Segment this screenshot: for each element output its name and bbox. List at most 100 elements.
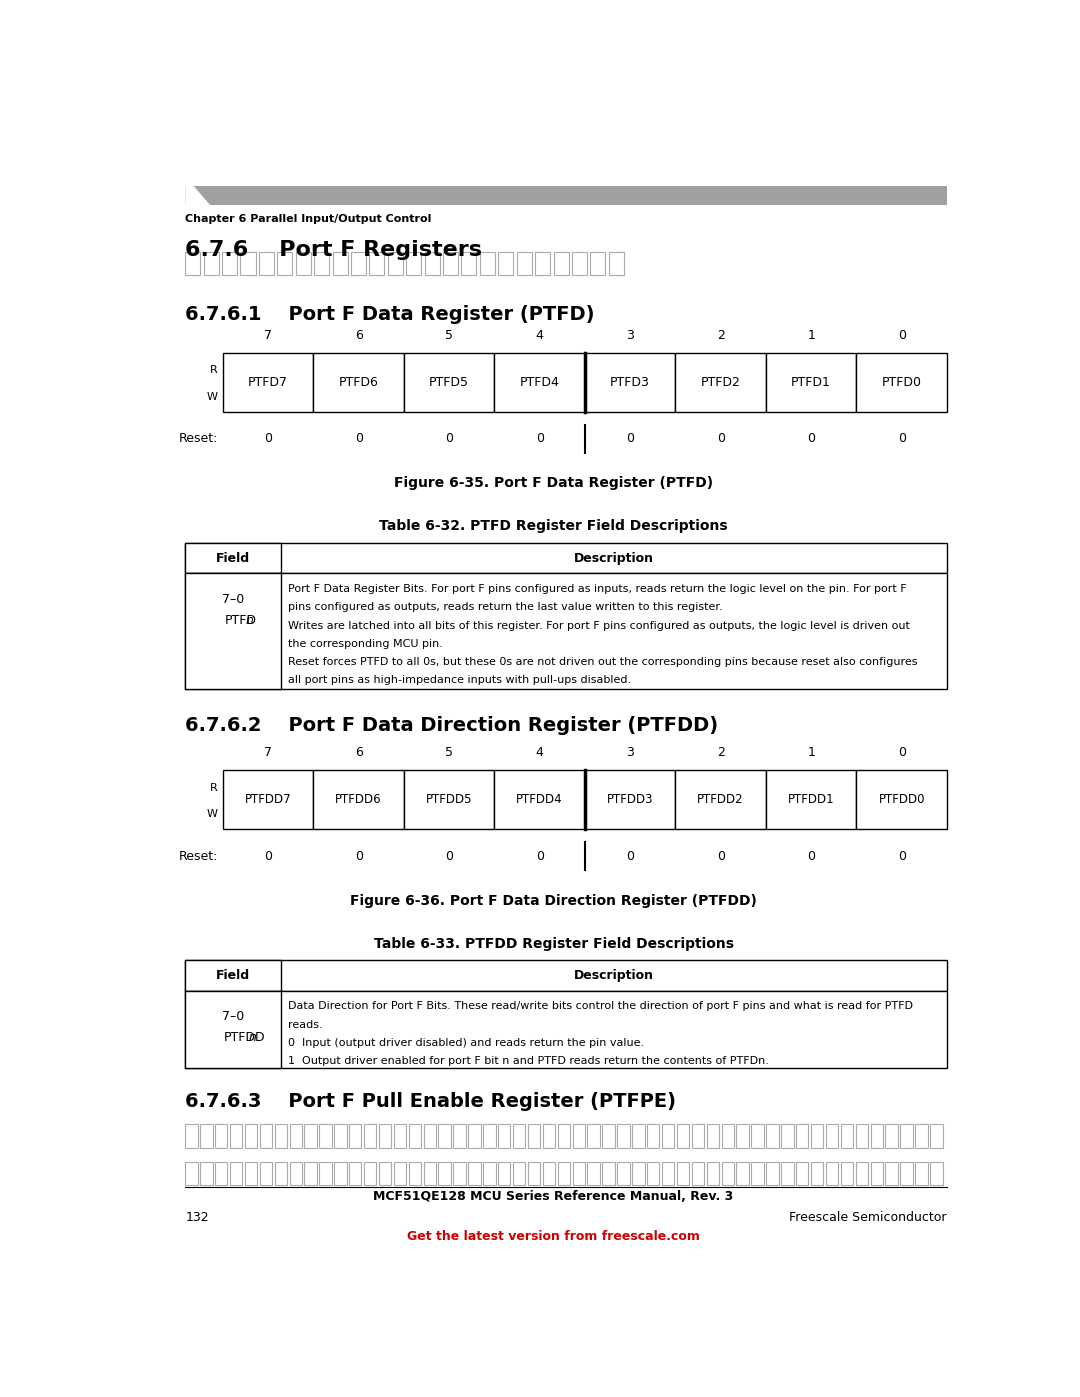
Bar [222, 352, 313, 412]
Text: Figure 6-35. Port F Data Register (PTFD): Figure 6-35. Port F Data Register (PTFD) [394, 476, 713, 490]
Text: 5: 5 [445, 328, 454, 342]
Text: Reset forces PTFD to all 0s, but these 0s are not driven out the corresponding p: Reset forces PTFD to all 0s, but these 0… [288, 657, 918, 668]
Text: PTFDD3: PTFDD3 [607, 793, 653, 806]
Bar [647, 1161, 660, 1185]
Bar [870, 1125, 883, 1147]
Text: W: W [207, 809, 218, 820]
Bar [901, 1161, 913, 1185]
Text: pins configured as outputs, reads return the last value written to this register: pins configured as outputs, reads return… [288, 602, 723, 612]
Bar [186, 1125, 198, 1147]
Bar [259, 1125, 272, 1147]
Text: PTFD0: PTFD0 [881, 376, 921, 388]
Bar [930, 1161, 943, 1185]
Text: 1: 1 [807, 746, 815, 760]
Bar [369, 251, 384, 275]
Bar [320, 1125, 332, 1147]
Bar [840, 1125, 853, 1147]
Text: n: n [245, 615, 253, 627]
Text: 0  Input (output driver disabled) and reads return the pin value.: 0 Input (output driver disabled) and rea… [288, 1038, 645, 1048]
Text: PTFDD1: PTFDD1 [787, 793, 835, 806]
Bar [245, 1161, 257, 1185]
Bar [752, 1125, 764, 1147]
Bar [706, 1125, 719, 1147]
Text: PTFDD2: PTFDD2 [698, 793, 744, 806]
Bar [364, 1125, 377, 1147]
Bar [692, 1161, 704, 1185]
Text: Port F Data Register Bits. For port F pins configured as inputs, reads return th: Port F Data Register Bits. For port F pi… [288, 584, 907, 594]
Bar [334, 1161, 347, 1185]
Text: 0: 0 [717, 849, 725, 862]
Bar [528, 1161, 540, 1185]
Bar [647, 1125, 660, 1147]
Bar [274, 1125, 287, 1147]
Bar [349, 1161, 362, 1185]
Bar [305, 1125, 316, 1147]
Bar [259, 1161, 272, 1185]
Bar [333, 251, 348, 275]
Bar [588, 1125, 599, 1147]
Bar [443, 251, 458, 275]
Bar [241, 251, 256, 275]
Text: Get the latest version from freescale.com: Get the latest version from freescale.co… [407, 1231, 700, 1243]
Text: 7–0: 7–0 [222, 1010, 244, 1023]
Bar [591, 251, 606, 275]
Text: 6.7.6.3    Port F Pull Enable Register (PTFPE): 6.7.6.3 Port F Pull Enable Register (PTF… [186, 1091, 676, 1111]
Text: Field: Field [216, 970, 251, 982]
Bar [296, 251, 311, 275]
Bar [855, 1161, 868, 1185]
Bar [915, 1161, 928, 1185]
Bar [554, 251, 568, 275]
Bar [186, 990, 947, 1067]
Text: 0: 0 [536, 432, 543, 446]
Text: Table 6-32. PTFD Register Field Descriptions: Table 6-32. PTFD Register Field Descript… [379, 520, 728, 534]
Text: 0: 0 [536, 849, 543, 862]
Text: reads.: reads. [288, 1020, 323, 1030]
Text: 0: 0 [445, 432, 454, 446]
Bar [438, 1161, 450, 1185]
Bar [204, 251, 218, 275]
Bar [930, 1125, 943, 1147]
Bar [543, 1125, 555, 1147]
Bar [886, 1125, 897, 1147]
Bar [495, 352, 585, 412]
Text: 0: 0 [265, 432, 272, 446]
Bar [314, 251, 329, 275]
Text: R: R [211, 366, 218, 376]
Text: Chapter 6 Parallel Input/Output Control: Chapter 6 Parallel Input/Output Control [186, 214, 432, 224]
Bar [351, 251, 366, 275]
Bar [811, 1125, 823, 1147]
Text: R: R [211, 782, 218, 792]
Bar [766, 352, 856, 412]
Bar [230, 1125, 242, 1147]
Text: 0: 0 [717, 432, 725, 446]
Text: Figure 6-36. Port F Data Direction Register (PTFDD): Figure 6-36. Port F Data Direction Regis… [350, 894, 757, 908]
Bar [572, 1125, 585, 1147]
Text: the corresponding MCU pin.: the corresponding MCU pin. [288, 638, 443, 648]
Bar [677, 1125, 689, 1147]
Bar [796, 1125, 809, 1147]
Text: 0: 0 [807, 432, 815, 446]
Bar [215, 1125, 228, 1147]
Bar [737, 1125, 748, 1147]
Bar [438, 1125, 450, 1147]
Bar [572, 251, 588, 275]
Bar [781, 1125, 794, 1147]
Bar [528, 1125, 540, 1147]
Bar [461, 251, 476, 275]
Bar [767, 1161, 779, 1185]
Bar [543, 1161, 555, 1185]
Bar [480, 251, 495, 275]
Text: 0: 0 [897, 328, 906, 342]
Bar [394, 1161, 406, 1185]
Text: PTFD2: PTFD2 [701, 376, 741, 388]
Bar [454, 1161, 465, 1185]
Text: all port pins as high-impedance inputs with pull-ups disabled.: all port pins as high-impedance inputs w… [288, 675, 632, 686]
Bar [222, 770, 313, 830]
Bar [886, 1161, 897, 1185]
Bar [692, 1125, 704, 1147]
Bar [826, 1161, 838, 1185]
Bar [245, 1125, 257, 1147]
Bar [662, 1125, 674, 1147]
Bar [423, 1161, 436, 1185]
Bar [915, 1125, 928, 1147]
